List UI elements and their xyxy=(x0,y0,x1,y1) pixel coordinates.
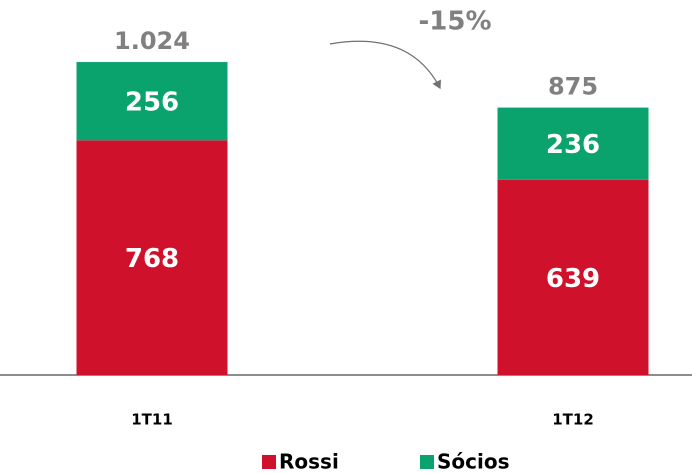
bar-segment xyxy=(76,62,228,141)
bar-segment xyxy=(76,140,228,375)
legend-swatch xyxy=(262,455,276,469)
total-label: 875 xyxy=(548,73,598,101)
bar-segment xyxy=(497,107,649,180)
x-tick-label: 1T12 xyxy=(552,411,594,429)
change-arrow xyxy=(329,40,441,90)
data-label: 639 xyxy=(546,264,600,294)
data-label: 236 xyxy=(546,130,600,160)
legend-label: Sócios xyxy=(437,450,510,473)
legend-label: Rossi xyxy=(279,450,339,473)
legend-swatch xyxy=(420,455,434,469)
data-label: 256 xyxy=(125,88,179,118)
bar-segment xyxy=(497,179,649,375)
data-label: 768 xyxy=(125,244,179,274)
total-label: 1.024 xyxy=(114,27,190,55)
annotation: -15% xyxy=(418,7,491,37)
x-tick-label: 1T11 xyxy=(131,411,173,429)
